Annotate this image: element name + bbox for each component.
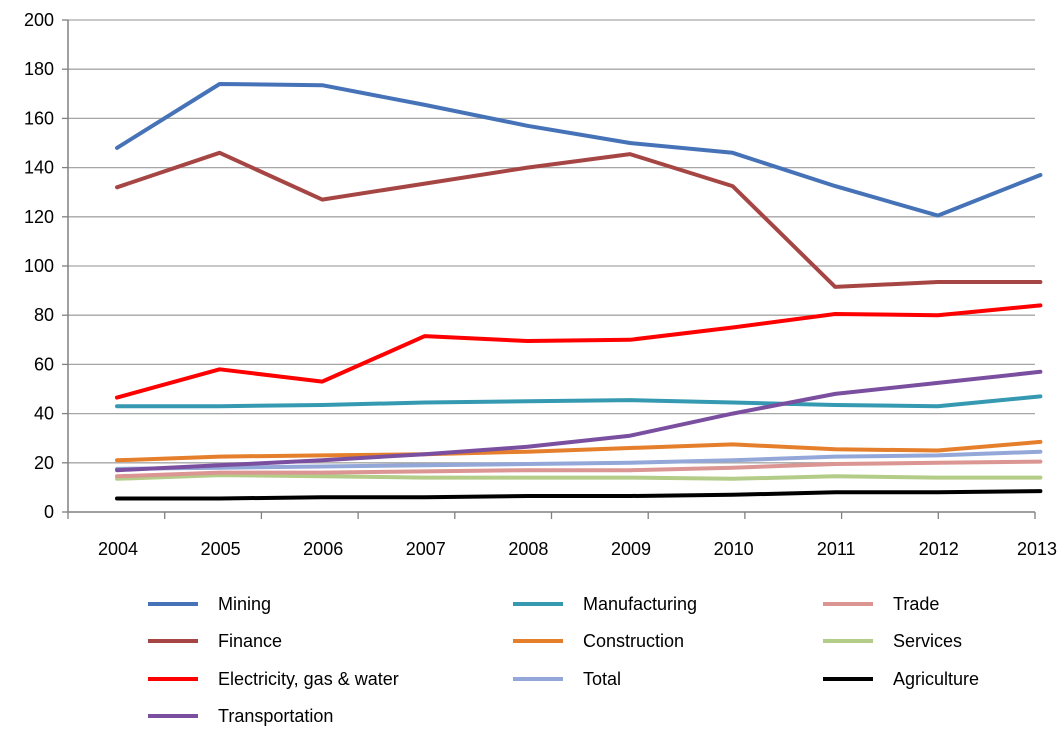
x-tick-label: 2006 [303,539,343,559]
x-axis-tick-labels: 2004 2005 2006 2007 2008 2009 2010 2011 2012 2013 [98,539,1057,559]
y-tick-label: 160 [24,108,54,128]
y-tick-label: 100 [24,256,54,276]
series-line-finance [115,150,1043,289]
y-tick-label: 140 [24,158,54,178]
x-tick-label: 2004 [98,539,138,559]
y-tick-label: 120 [24,207,54,227]
legend-label-manufacturing: Manufacturing [583,594,697,614]
series-line-mining [115,82,1043,218]
x-tick-label: 2005 [201,539,241,559]
legend-label-finance: Finance [218,631,282,651]
y-tick-label: 200 [24,10,54,30]
y-tick-label: 40 [34,404,54,424]
y-tick-label: 60 [34,354,54,374]
series-line-construction [115,439,1043,463]
legend-label-transportation: Transportation [218,706,333,726]
x-axis [62,19,1036,519]
grid-lines [68,19,1035,464]
series-lines [115,82,1043,501]
y-tick-label: 20 [34,453,54,473]
x-tick-label: 2008 [508,539,548,559]
legend-label-construction: Construction [583,631,684,651]
y-tick-label: 0 [44,502,54,522]
series-line-manufacturing [115,394,1043,409]
y-axis-tick-labels: 0 20 40 60 80 100 120 140 160 180 200 [24,10,54,522]
x-tick-label: 2011 [817,539,856,559]
x-tick-label: 2012 [919,539,959,559]
legend-label-agriculture: Agriculture [893,669,979,689]
series-line-total [115,449,1043,471]
y-tick-label: 180 [24,59,54,79]
legend-label-electricity-gas-water: Electricity, gas & water [218,669,399,689]
series-line-services [115,473,1043,481]
series-line-electricity-gas-water [115,303,1043,400]
x-tick-label: 2013 [1017,539,1057,559]
x-tick-label: 2007 [406,539,446,559]
series-line-transportation [115,369,1043,473]
legend-label-services: Services [893,631,962,651]
series-line-trade [115,459,1043,479]
legend-label-total: Total [583,669,621,689]
y-tick-label: 80 [34,305,54,325]
x-tick-label: 2009 [611,539,651,559]
legend-label-trade: Trade [893,594,939,614]
legend-label-mining: Mining [218,594,271,614]
series-line-agriculture [115,489,1043,501]
legend: Mining Finance Electricity, gas & water Tra… [148,594,979,726]
x-tick-label: 2010 [714,539,754,559]
